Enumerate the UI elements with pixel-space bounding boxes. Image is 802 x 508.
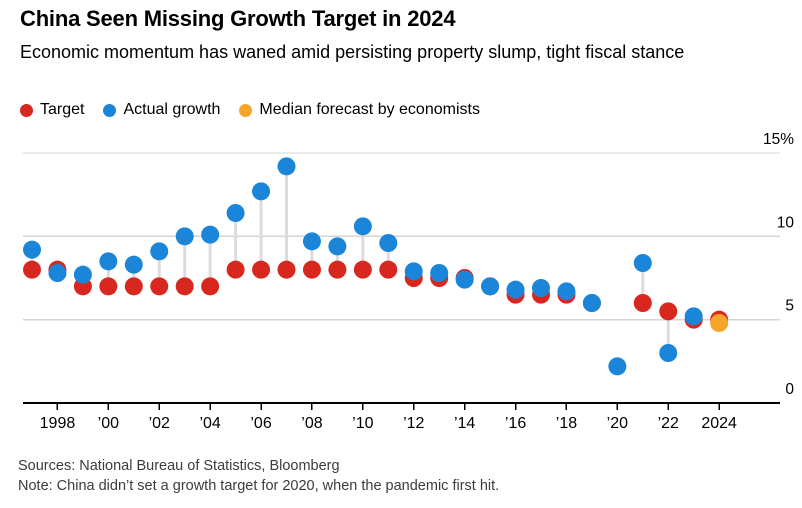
note-line: Note: China didn’t set a growth target f… — [18, 478, 500, 494]
x-axis-label-2020: ’20 — [607, 415, 628, 432]
target-dot-1997 — [23, 260, 41, 279]
target-dot-2021 — [633, 294, 652, 312]
target-dot-2011 — [379, 260, 398, 279]
x-axis-label-2012: ’12 — [403, 415, 424, 432]
y-axis-label-15: 15% — [763, 131, 794, 148]
target-dot-2003 — [175, 277, 194, 296]
legend-label-actual-growth: Actual growth — [123, 101, 221, 118]
actual-dot-1997 — [23, 240, 41, 259]
actual-dot-2014 — [455, 270, 474, 289]
legend-item-median-forecast: Median forecast by economists — [239, 101, 480, 119]
actual-dot-2023 — [684, 307, 703, 326]
sources-line: Sources: National Bureau of Statistics, … — [18, 458, 340, 474]
x-axis-label-2010: ’10 — [352, 415, 373, 432]
x-axis-label-1998: 1998 — [40, 415, 76, 432]
actual-dot-2015 — [481, 277, 500, 296]
chart-subtitle: Economic momentum has waned amid persist… — [20, 42, 685, 62]
actual-dot-2005 — [226, 204, 245, 222]
actual-growth-legend-dot-icon — [103, 103, 117, 117]
x-axis-label-2008: ’08 — [301, 415, 322, 432]
chart-title: China Seen Missing Growth Target in 2024 — [20, 6, 456, 31]
target-dot-2004 — [201, 277, 220, 296]
forecast-dot-2024 — [710, 314, 729, 332]
x-axis-label-2024: 2024 — [701, 415, 737, 432]
target-dot-2022 — [659, 302, 678, 321]
actual-dot-2007 — [277, 157, 296, 176]
target-dot-2009 — [328, 260, 347, 279]
actual-dot-2006 — [252, 182, 271, 201]
y-axis-label-0: 0 — [785, 381, 794, 398]
actual-dot-2016 — [506, 280, 525, 299]
x-axis-label-2006: ’06 — [250, 415, 271, 432]
footer: Sources: National Bureau of Statistics, … — [18, 456, 499, 496]
median-forecast-legend-dot-icon — [239, 103, 253, 117]
legend-label-target: Target — [40, 101, 85, 118]
x-axis-label-2014: ’14 — [454, 415, 475, 432]
actual-dot-2012 — [404, 262, 423, 281]
legend-item-target: Target — [20, 101, 84, 119]
actual-dot-2010 — [353, 217, 372, 236]
x-axis-label-2004: ’04 — [199, 415, 220, 432]
legend: Target Actual growth Median forecast by … — [20, 101, 480, 119]
actual-dot-2003 — [175, 227, 194, 246]
target-dot-2007 — [277, 260, 296, 279]
actual-dot-2002 — [150, 242, 169, 261]
target-dot-2010 — [353, 260, 372, 279]
x-axis-label-2022: ’22 — [658, 415, 679, 432]
target-dot-2000 — [99, 277, 118, 296]
x-axis-label-2000: ’00 — [98, 415, 119, 432]
target-dot-2008 — [302, 260, 321, 279]
actual-dot-1999 — [73, 265, 92, 284]
actual-dot-2021 — [633, 254, 652, 272]
target-dot-2002 — [150, 277, 169, 296]
actual-dot-2000 — [99, 252, 118, 271]
x-axis-label-2016: ’16 — [505, 415, 526, 432]
actual-dot-2001 — [124, 255, 143, 274]
y-axis-label-5: 5 — [785, 298, 794, 315]
actual-dot-2004 — [201, 225, 220, 244]
x-axis-label-2002: ’02 — [149, 415, 170, 432]
actual-dot-2009 — [328, 237, 347, 256]
actual-dot-2017 — [532, 279, 550, 297]
actual-dot-1998 — [48, 264, 67, 282]
legend-item-actual-growth: Actual growth — [103, 101, 220, 119]
actual-dot-2008 — [302, 232, 321, 251]
target-legend-dot-icon — [20, 103, 33, 117]
y-axis-label-10: 10 — [777, 214, 795, 231]
legend-label-median-forecast: Median forecast by economists — [259, 101, 480, 118]
target-dot-2006 — [252, 260, 271, 279]
actual-dot-2013 — [430, 264, 449, 282]
actual-dot-2020 — [608, 357, 627, 376]
actual-dot-2022 — [659, 344, 678, 362]
x-axis-label-2018: ’18 — [556, 415, 577, 432]
actual-dot-2019 — [582, 294, 601, 312]
actual-dot-2011 — [379, 234, 398, 252]
target-dot-2001 — [124, 277, 143, 296]
target-dot-2005 — [226, 260, 245, 279]
actual-dot-2018 — [557, 282, 576, 301]
